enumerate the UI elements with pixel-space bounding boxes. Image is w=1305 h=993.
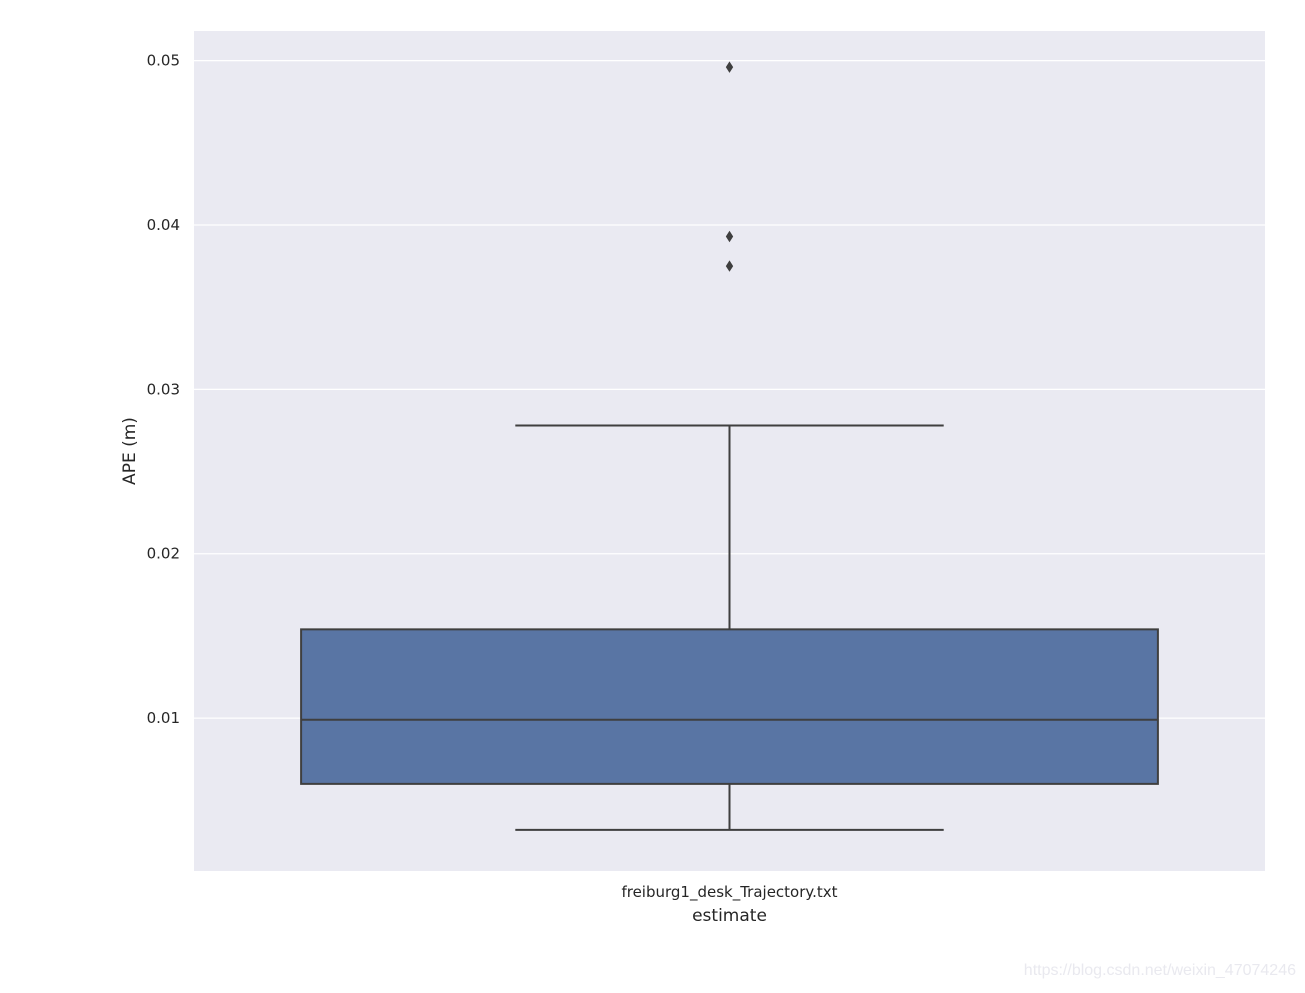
x-axis-ticks: freiburg1_desk_Trajectory.txt <box>621 883 837 902</box>
y-tick-label: 0.02 <box>147 545 180 563</box>
x-axis-title: estimate <box>692 906 767 926</box>
box-group <box>300 61 1159 831</box>
outlier-point <box>725 230 734 243</box>
boxes <box>300 61 1159 831</box>
x-tick-label: freiburg1_desk_Trajectory.txt <box>621 883 837 902</box>
y-tick-label: 0.04 <box>147 216 180 234</box>
y-tick-label: 0.03 <box>147 380 180 398</box>
y-tick-label: 0.01 <box>147 709 180 727</box>
outlier-point <box>725 260 734 272</box>
watermark-text: https://blog.csdn.net/weixin_47074246 <box>1023 962 1296 979</box>
y-tick-label: 0.05 <box>147 52 180 70</box>
y-axis-title: APE (m) <box>120 417 140 485</box>
y-axis-ticks: 0.01 0.02 0.03 0.04 0.05 <box>147 52 180 728</box>
iqr-box <box>300 628 1159 785</box>
outlier-point <box>725 61 734 73</box>
